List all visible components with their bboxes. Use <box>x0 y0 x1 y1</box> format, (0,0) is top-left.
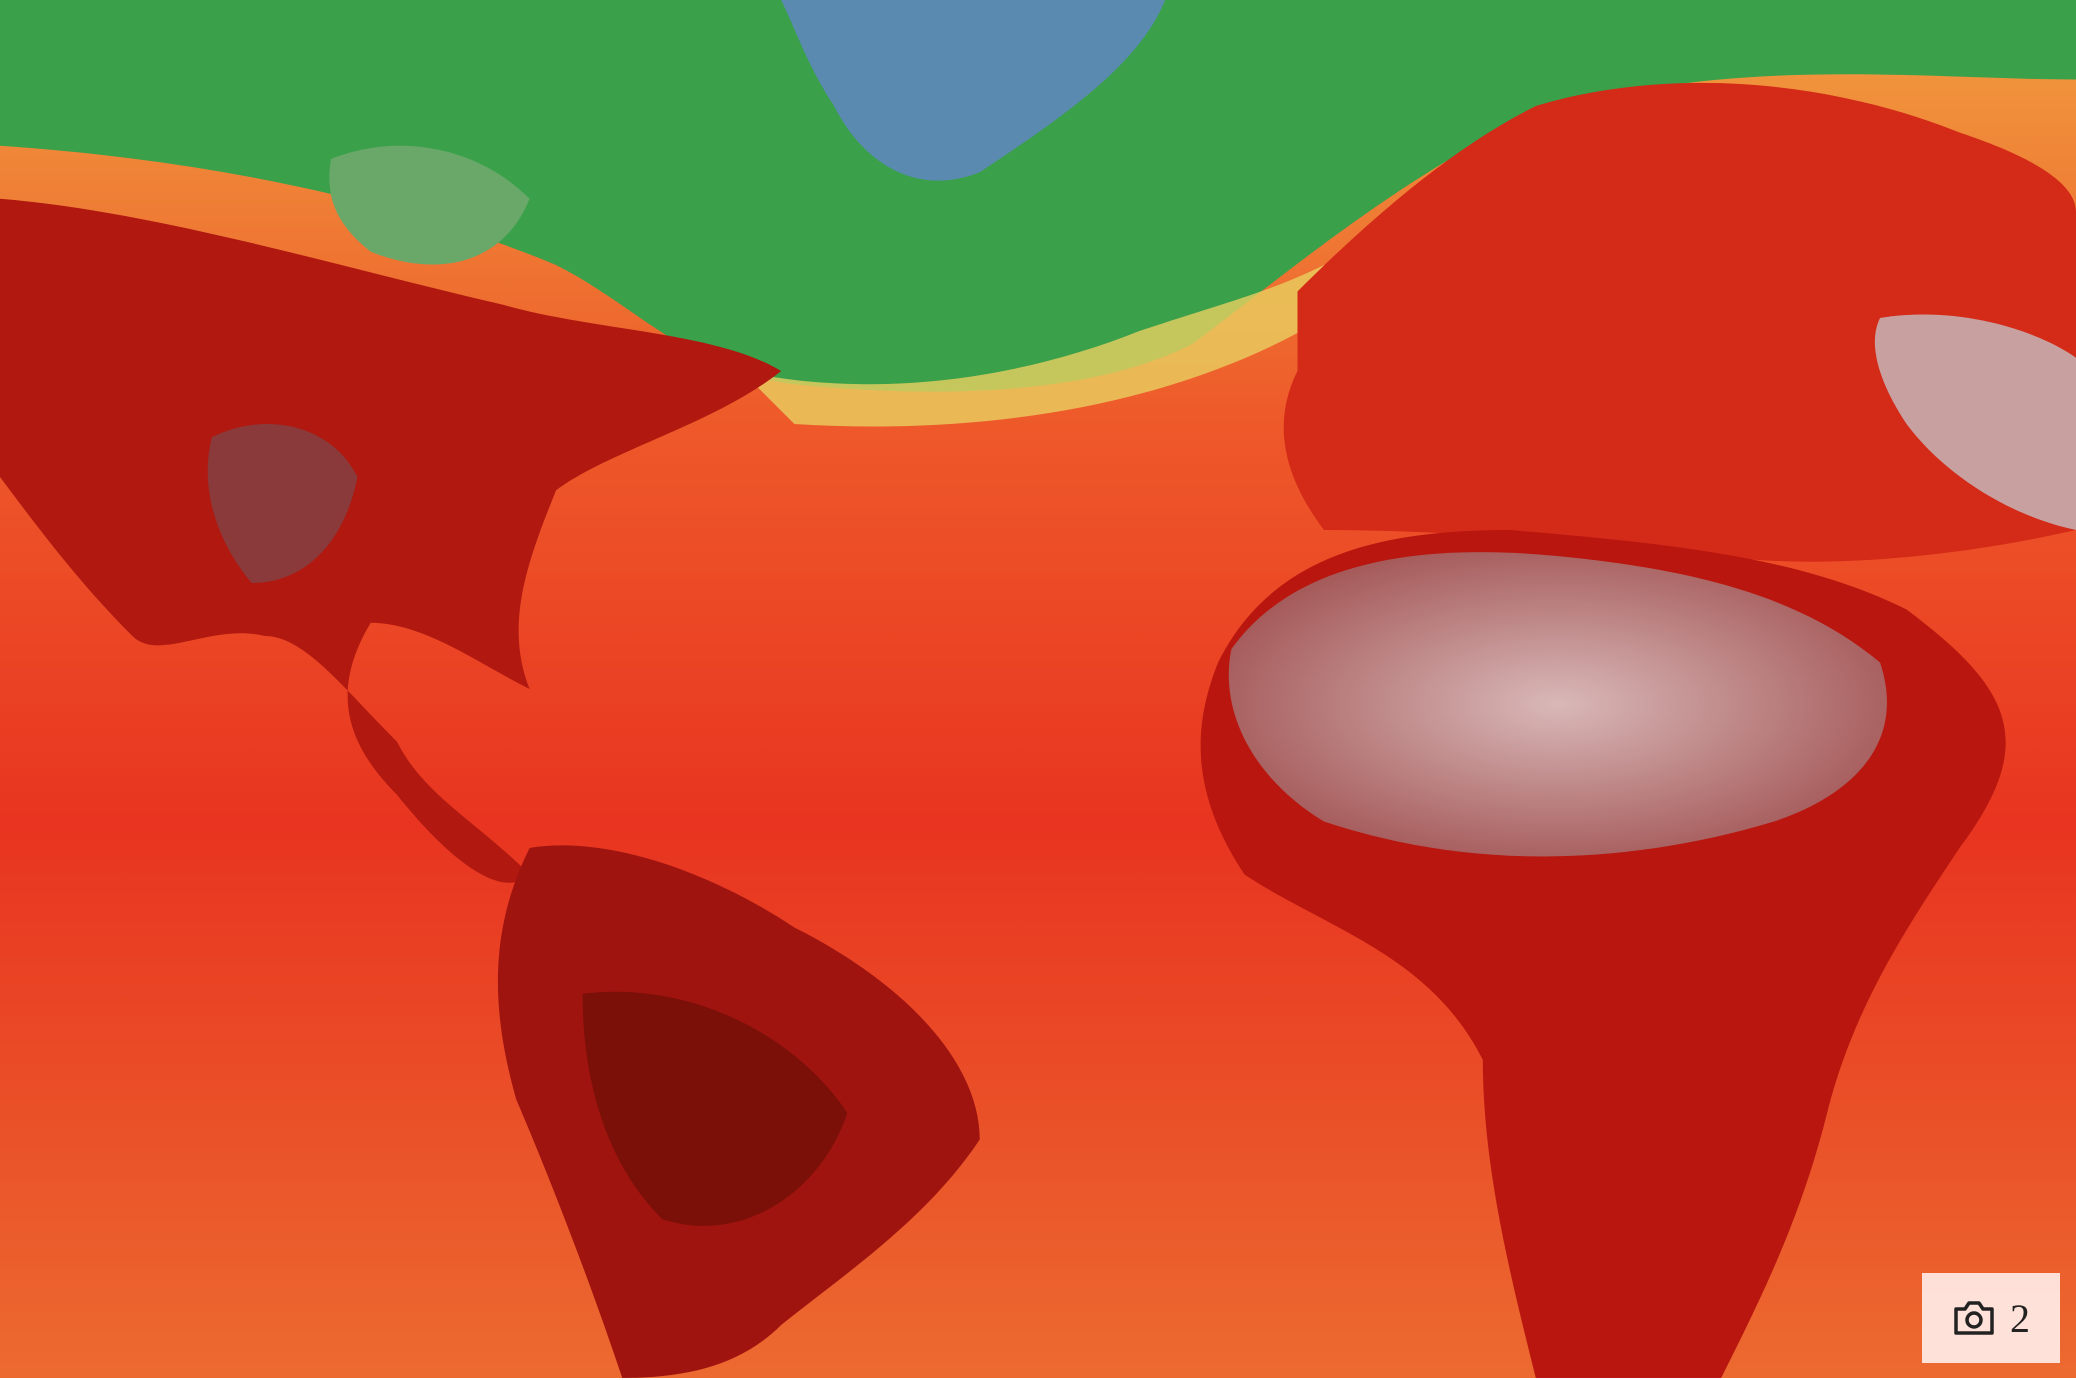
photo-count: 2 <box>2010 1295 2030 1341</box>
photo-count-badge[interactable]: 2 <box>1922 1273 2060 1363</box>
camera-icon <box>1954 1301 1994 1335</box>
